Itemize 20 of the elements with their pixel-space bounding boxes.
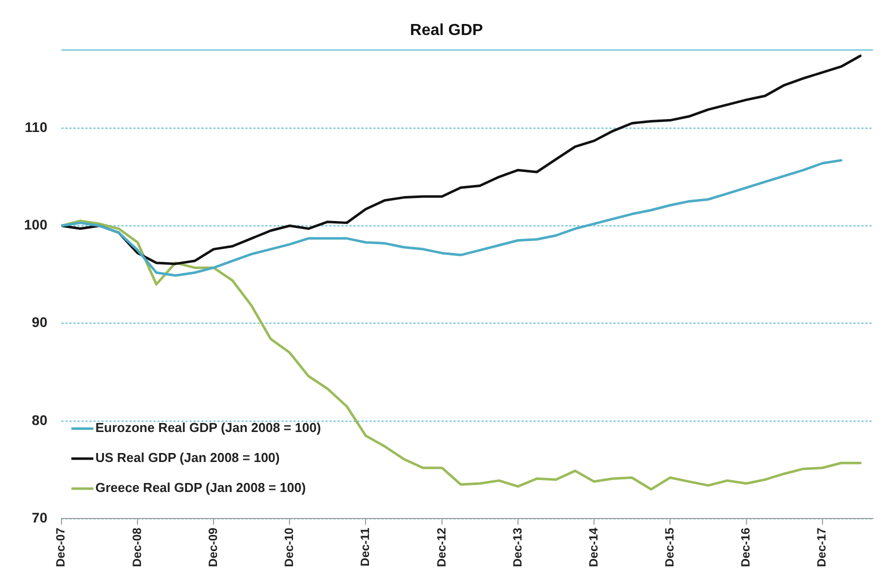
- x-tick-label: Dec-11: [358, 527, 372, 566]
- y-tick-label: 80: [32, 412, 48, 428]
- y-tick-label: 110: [24, 118, 48, 135]
- legend-label: Greece Real GDP (Jan 2008 = 100): [95, 480, 306, 496]
- x-tick-label: Dec-08: [130, 527, 144, 567]
- x-tick-label: Dec-12: [434, 527, 448, 567]
- y-tick-label: 100: [24, 216, 48, 233]
- legend-label: Eurozone Real GDP (Jan 2008 = 100): [95, 420, 321, 436]
- x-tick-label: Dec-16: [738, 527, 753, 567]
- x-tick-label: Dec-15: [662, 527, 676, 567]
- chart-title: Real GDP: [409, 22, 484, 40]
- x-tick-label: Dec-13: [510, 527, 524, 567]
- x-tick-label: Dec-17: [814, 527, 829, 567]
- legend-label: US Real GDP (Jan 2008 = 100): [95, 450, 280, 466]
- x-tick-label: Dec-09: [206, 527, 220, 567]
- x-tick-label: Dec-10: [282, 527, 296, 567]
- x-tick-label: Dec-14: [586, 527, 600, 567]
- x-tick-label: Dec-07: [54, 527, 68, 567]
- y-tick-label: 70: [32, 510, 48, 526]
- y-tick-label: 90: [32, 314, 48, 330]
